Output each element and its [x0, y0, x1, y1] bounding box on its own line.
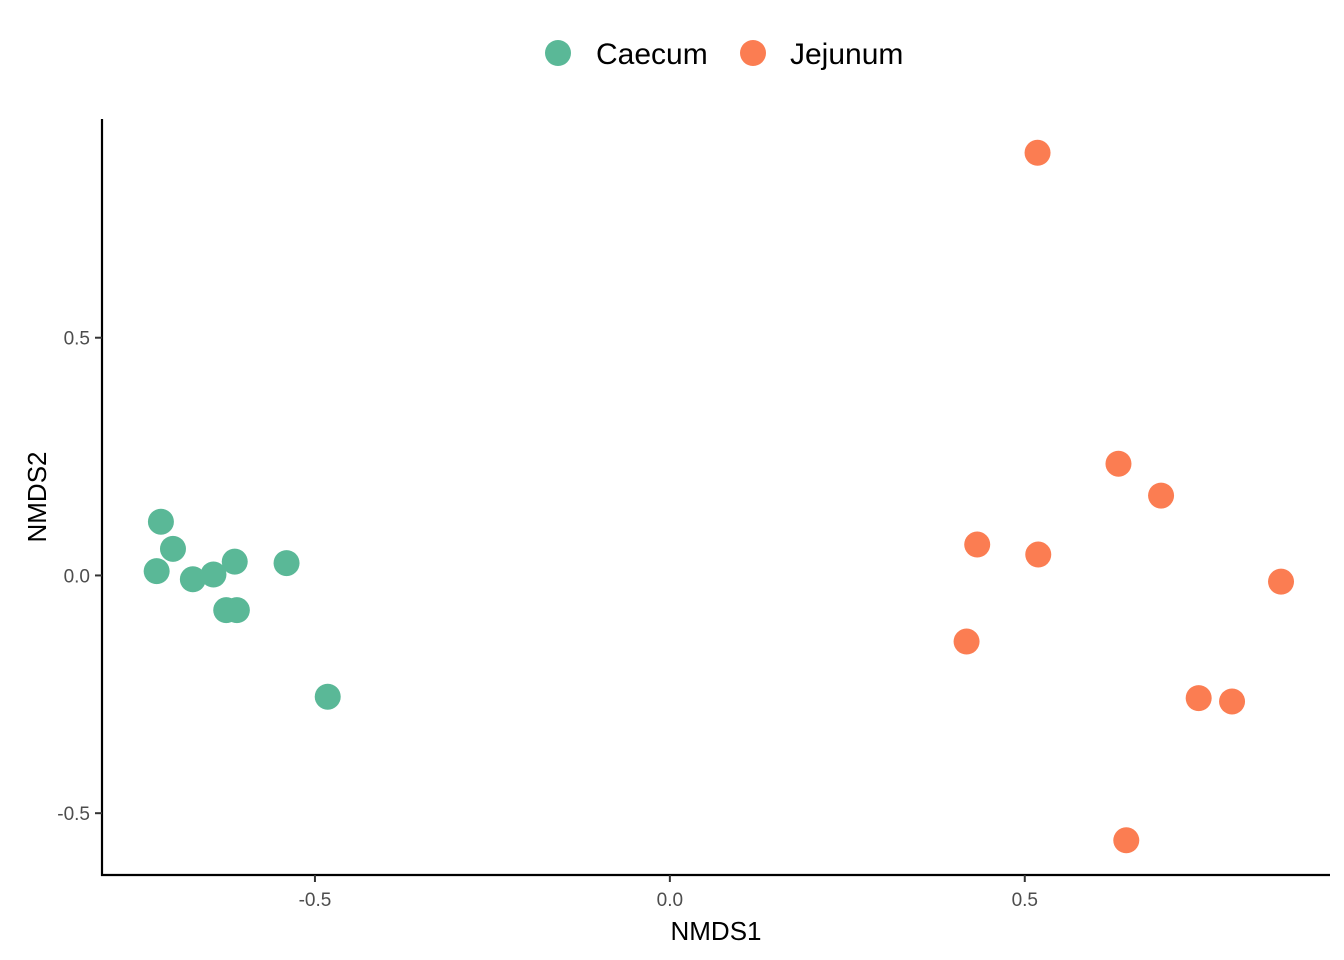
caecum-point	[200, 561, 227, 588]
caecum-point	[221, 548, 248, 575]
y-tick-label: 0.0	[64, 566, 90, 587]
caecum-point	[273, 550, 300, 577]
y-tick-label: 0.5	[64, 329, 90, 350]
jejunum-point	[964, 531, 991, 558]
legend-label-jejunum: Jejunum	[790, 38, 903, 71]
x-tick-label: 0.5	[1012, 890, 1038, 911]
ticks: -0.5 0.0 0.5 -0.5 0.0 0.5	[57, 329, 1038, 911]
jejunum-point	[1025, 541, 1052, 568]
jejunum-point	[1105, 450, 1132, 477]
axes	[100, 119, 1330, 877]
caecum-point	[143, 558, 170, 585]
caecum-point	[147, 508, 174, 535]
legend-key-caecum	[545, 40, 571, 66]
data-points	[143, 139, 1295, 854]
jejunum-point	[953, 628, 980, 655]
legend: Caecum Jejunum	[545, 38, 903, 71]
y-tick-label: -0.5	[57, 804, 90, 825]
caecum-point	[314, 683, 341, 710]
jejunum-point	[1113, 827, 1140, 854]
legend-label-caecum: Caecum	[596, 38, 708, 71]
caecum-point	[159, 535, 186, 562]
x-tick-label: -0.5	[299, 890, 332, 911]
jejunum-point	[1219, 688, 1246, 715]
x-tick-label: 0.0	[657, 890, 683, 911]
caecum-point	[223, 597, 250, 624]
jejunum-point	[1185, 685, 1212, 712]
jejunum-point	[1024, 139, 1051, 166]
legend-key-jejunum	[740, 40, 766, 66]
caecum-point	[179, 566, 206, 593]
x-axis-title: NMDS1	[670, 916, 761, 946]
jejunum-point	[1148, 482, 1175, 509]
y-axis-title: NMDS2	[22, 451, 52, 542]
jejunum-point	[1268, 568, 1295, 595]
